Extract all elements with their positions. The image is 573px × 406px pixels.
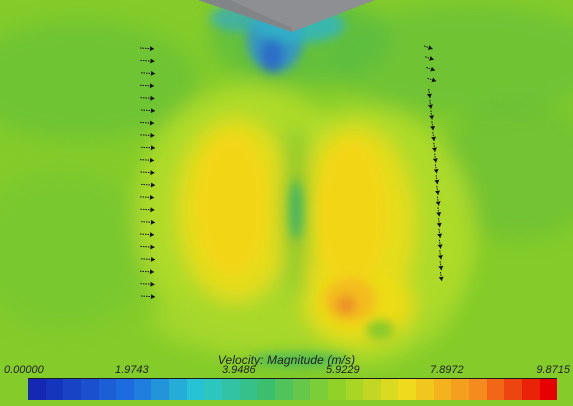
velocity-vector [139,83,155,89]
colorbar-segment [310,379,328,400]
colorbar-segment [151,379,170,400]
colorbar-segment [327,379,346,400]
colorbar-segment [274,379,293,400]
colorbar-segment [504,379,522,400]
velocity-vector [140,281,155,287]
velocity-vector [433,164,439,174]
colorbar-segment [469,379,487,400]
velocity-vector [438,271,444,281]
velocity-vector [139,46,155,52]
colorbar-segment [204,379,223,400]
colorbar-segment [433,379,452,400]
colorbar-segment [186,379,205,400]
velocity-field-cores [197,4,394,368]
velocity-vector [140,145,156,151]
velocity-vector [426,88,432,99]
colorbar-segment [345,379,364,400]
velocity-vector [429,110,435,120]
colorbar-segment [222,379,240,400]
velocity-vector [140,294,156,300]
velocity-vector [140,219,156,225]
velocity-vector [430,121,436,131]
velocity-vector [432,153,438,163]
velocity-vector [140,95,155,101]
velocity-vector [140,170,155,176]
colorbar-segment [45,379,64,400]
velocity-vector [140,70,156,76]
colorbar-segment [80,379,99,400]
colorbar-segment [398,379,417,400]
right-vector-column [423,45,444,281]
velocity-vector [437,239,443,249]
velocity-vector [140,256,156,262]
velocity-vector [139,269,155,275]
colorbar-segment [116,379,134,400]
left-vector-column [139,46,156,300]
colorbar-tick-min: 0.00000 [4,364,44,376]
colorbar-segment [169,379,187,400]
colorbar-title: Velocity: Magnitude (m/s) [217,353,356,367]
colorbar-segment [451,379,470,400]
velocity-vector [139,157,155,163]
colorbar-segment [363,379,381,400]
colorbar-segment [63,379,81,400]
velocity-vector [431,132,437,142]
velocity-vector [140,244,155,250]
velocity-vector [434,175,440,185]
velocity-vector [426,66,436,72]
velocity-vector [428,99,433,109]
colorbar-segment [133,379,152,400]
velocity-vector [435,196,441,206]
colorbar-tick-1: 1.9743 [115,364,149,376]
colorbar-segment [521,379,540,400]
velocity-vector [140,207,155,213]
velocity-vector [140,182,156,188]
velocity-vector [436,207,442,217]
colorbar-segment [486,379,505,400]
velocity-vector [432,142,437,152]
colorbar-segment [380,379,399,400]
colorbar-segment [539,379,558,400]
colorbar-segment [239,379,258,400]
velocity-vector [437,250,443,260]
colorbar-tick-3: 5.9229 [326,364,360,376]
velocity-vector [140,108,156,114]
velocity-vector [437,228,443,238]
velocity-vector [436,218,442,228]
velocity-vector [139,120,155,126]
colorbar-segment [28,379,46,400]
velocity-vector [423,45,433,50]
colorbar-tick-2: 3.9486 [222,364,256,376]
colorbar-segment [98,379,117,400]
velocity-vector [438,261,444,271]
colorbar-segment [292,379,311,400]
colorbar-segment [257,379,275,400]
colorbar-segment [416,379,434,400]
velocity-vector [140,58,155,64]
velocity-vector [425,55,434,61]
velocity-vector [139,232,155,238]
velocity-vector [427,77,437,83]
colorbar-tick-4: 7.8972 [430,364,464,376]
colorbar-tick-max: 9.8715 [536,364,570,376]
velocity-vector [139,194,155,200]
velocity-vector [140,132,155,138]
velocity-vector [435,185,440,195]
colorbar [28,378,558,400]
